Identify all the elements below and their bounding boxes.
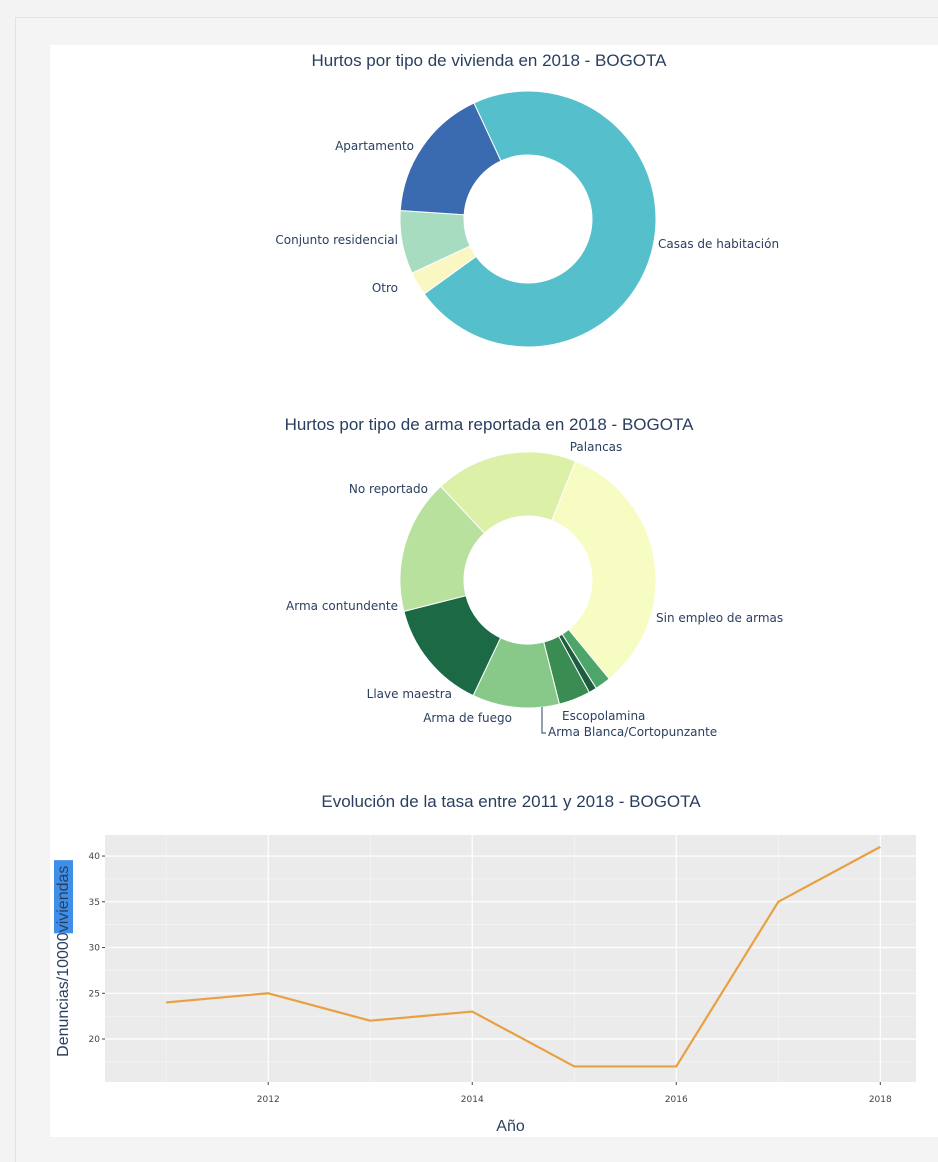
y-tick-label: 25: [89, 989, 100, 999]
slice-label-llave-maestra: Llave maestra: [367, 687, 452, 701]
slice-label-apartamento: Apartamento: [335, 139, 414, 153]
slice-label-otro: Otro: [372, 281, 398, 295]
series-line[interactable]: [166, 845, 881, 1068]
label-leader-arma-blanca-cortopunzante: [541, 707, 546, 734]
slice-casas-de-habitacion[interactable]: [423, 90, 657, 348]
y-tick-label: 20: [89, 1035, 101, 1045]
slice-label-casas-de-habitacion: Casas de habitación: [658, 237, 779, 251]
y-axis-title-highlight: [54, 860, 73, 934]
y-axis-title: Denuncias/10000 viviendas: [54, 860, 73, 1057]
donut-arma: Palancas Sin empleo de armas Escopolamina A…: [286, 440, 783, 739]
slice-label-conjunto-residencial: Conjunto residencial: [275, 233, 398, 247]
slice-label-arma-de-fuego: Arma de fuego: [423, 711, 512, 725]
y-tick-label: 30: [89, 944, 101, 954]
slice-sin-empleo-de-armas[interactable]: [551, 460, 657, 680]
plot-area: [105, 835, 916, 1082]
line-chart-evolucion: 2012 2014 2016 2018 20 25 30 35 40 Año Denuncias/1…: [54, 835, 916, 1135]
slice-no-reportado[interactable]: [399, 485, 486, 613]
chart-title-vivienda: Hurtos por tipo de vivienda en 2018 - BO…: [312, 51, 668, 70]
donut-vivienda: Casas de habitación Otro Conjunto residenc…: [275, 90, 779, 348]
x-tick-label: 2018: [869, 1095, 892, 1105]
x-tick-label: 2014: [461, 1095, 484, 1105]
slice-label-arma-blanca-cortopunzante: Arma Blanca/Cortopunzante: [548, 725, 717, 739]
slice-label-arma-contundente: Arma contundente: [286, 599, 398, 613]
slice-label-escopolamina: Escopolamina: [562, 709, 645, 723]
x-tick-label: 2016: [665, 1095, 688, 1105]
slice-apartamento[interactable]: [399, 102, 502, 216]
chart-title-evolucion: Evolución de la tasa entre 2011 y 2018 -…: [321, 792, 701, 811]
y-axis-title-part1: Denuncias/10000: [55, 932, 72, 1057]
y-tick-label: 40: [89, 852, 101, 862]
slice-label-no-reportado: No reportado: [349, 482, 428, 496]
x-tick-label: 2012: [257, 1095, 280, 1105]
y-axis-title-part2: viviendas: [55, 866, 72, 933]
chart-title-arma: Hurtos por tipo de arma reportada en 201…: [285, 415, 694, 434]
slice-palancas[interactable]: [439, 451, 577, 534]
slice-label-palancas: Palancas: [570, 440, 623, 454]
slice-label-sin-empleo-de-armas: Sin empleo de armas: [656, 611, 783, 625]
y-tick-label: 35: [89, 898, 100, 908]
x-axis-title: Año: [496, 1118, 525, 1135]
